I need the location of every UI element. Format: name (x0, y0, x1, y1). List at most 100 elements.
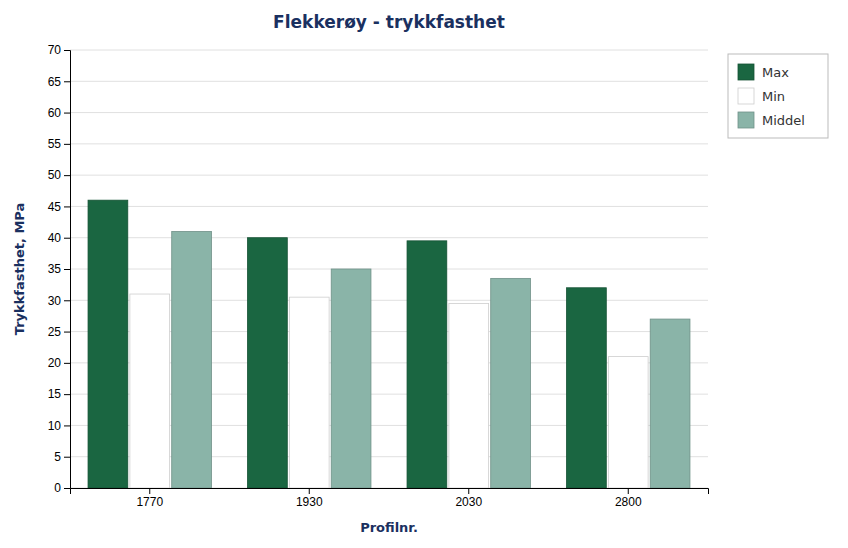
bar (567, 288, 607, 488)
legend-label: Middel (762, 113, 805, 128)
bar (172, 231, 212, 488)
tick-mark (64, 363, 70, 364)
axis-line (71, 489, 709, 495)
grid-line (70, 112, 708, 113)
tick-label: 2030 (455, 495, 482, 509)
y-tick: 0 (54, 481, 70, 495)
tick-mark (64, 81, 70, 82)
y-tick: 45 (48, 200, 70, 214)
bar (331, 269, 371, 488)
legend-entry: Middel (738, 112, 805, 128)
grid-line (70, 269, 708, 270)
legend: Max Min Middel (728, 54, 828, 138)
x-tick: 1770 (136, 488, 163, 509)
tick-label: 70 (48, 43, 62, 57)
tick-mark (64, 175, 70, 176)
legend-entry: Min (738, 88, 785, 104)
y-axis: 0 5 10 15 20 25 30 35 40 45 50 55 60 65 70 (48, 43, 71, 495)
tick-mark (149, 488, 150, 494)
tick-label: 1930 (296, 495, 323, 509)
grid-line (70, 143, 708, 144)
tick-label: 55 (48, 137, 62, 151)
tick-mark (64, 50, 70, 51)
tick-label: 10 (48, 419, 62, 433)
x-axis: 1770 1930 2030 2800 (71, 488, 709, 509)
y-tick: 20 (48, 356, 70, 370)
tick-mark (64, 425, 70, 426)
legend-entry: Max (738, 64, 789, 80)
tick-label: 20 (48, 356, 62, 370)
y-tick: 5 (54, 450, 70, 464)
tick-mark (468, 488, 469, 494)
x-tick: 1930 (296, 488, 323, 509)
tick-label: 15 (48, 387, 62, 401)
chart: 1770 1930 2030 2800 0 5 10 15 20 25 30 35 40 45 50 55 60… (0, 0, 848, 548)
tick-mark (64, 488, 70, 489)
tick-label: 60 (48, 106, 62, 120)
tick-mark (309, 488, 310, 494)
legend-swatch (738, 112, 754, 128)
legend-swatch (738, 64, 754, 80)
tick-label: 2800 (615, 495, 642, 509)
tick-label: 35 (48, 262, 62, 276)
y-tick: 55 (48, 137, 70, 151)
tick-mark (64, 113, 70, 114)
tick-mark (64, 144, 70, 145)
x-tick: 2800 (615, 488, 642, 509)
bar (289, 297, 329, 488)
y-tick: 10 (48, 419, 70, 433)
bar (650, 319, 690, 488)
bar (491, 278, 531, 488)
bar (608, 357, 648, 488)
tick-mark (64, 457, 70, 458)
grid-line (70, 81, 708, 82)
legend-label: Max (762, 65, 789, 80)
y-tick: 35 (48, 262, 70, 276)
bar (449, 303, 489, 488)
tick-label: 0 (54, 481, 61, 495)
grid (70, 50, 708, 488)
tick-label: 40 (48, 231, 62, 245)
tick-label: 5 (54, 450, 61, 464)
title: Flekkerøy - trykkfasthet (273, 12, 505, 32)
bar-series (88, 200, 606, 488)
tick-mark (64, 300, 70, 301)
bars (88, 200, 690, 488)
y-axis-title: Trykkfasthet, MPa (12, 203, 27, 336)
grid-line (70, 206, 708, 207)
bar-series (172, 231, 690, 488)
tick-mark (64, 332, 70, 333)
y-tick: 30 (48, 294, 70, 308)
bar (88, 200, 128, 488)
x-axis-title: Profilnr. (360, 520, 418, 535)
tick-label: 50 (48, 168, 62, 182)
axis-line (64, 51, 71, 489)
tick-mark (64, 238, 70, 239)
tick-mark (64, 394, 70, 395)
tick-label: 25 (48, 325, 62, 339)
bar (407, 241, 447, 488)
x-tick: 2030 (455, 488, 482, 509)
legend-label: Min (762, 89, 785, 104)
bar (130, 294, 170, 488)
legend-swatch (738, 88, 754, 104)
y-tick: 40 (48, 231, 70, 245)
tick-mark (64, 206, 70, 207)
tick-mark (628, 488, 629, 494)
y-tick: 50 (48, 168, 70, 182)
tick-label: 65 (48, 75, 62, 89)
bar (248, 238, 288, 488)
y-tick: 65 (48, 75, 70, 89)
grid-line (70, 237, 708, 238)
grid-line (70, 175, 708, 176)
plot: 1770 1930 2030 2800 0 5 10 15 20 25 30 35 40 45 50 55 60… (48, 43, 709, 508)
tick-label: 45 (48, 200, 62, 214)
y-tick: 60 (48, 106, 70, 120)
legend-frame (728, 54, 828, 138)
tick-label: 1770 (136, 495, 163, 509)
tick-label: 30 (48, 294, 62, 308)
y-tick: 70 (48, 43, 70, 57)
tick-mark (64, 269, 70, 270)
grid-line (70, 50, 708, 51)
y-tick: 15 (48, 387, 70, 401)
